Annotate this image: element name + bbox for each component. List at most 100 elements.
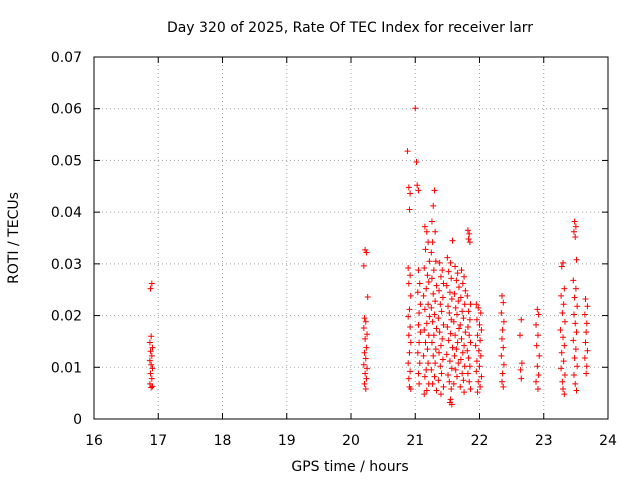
data-point: [423, 228, 430, 235]
data-point: [421, 264, 428, 271]
data-point: [445, 268, 452, 275]
data-point: [431, 311, 438, 318]
data-point: [432, 228, 439, 235]
data-point: [146, 380, 153, 387]
data-point: [432, 346, 439, 353]
data-point: [450, 380, 457, 387]
data-point: [474, 389, 481, 396]
data-point: [517, 366, 524, 373]
data-point: [518, 360, 525, 367]
data-point: [413, 158, 420, 165]
data-point: [433, 325, 440, 332]
data-point: [414, 349, 421, 356]
data-point: [453, 346, 460, 353]
data-point: [425, 332, 432, 339]
data-point: [467, 386, 474, 393]
data-point: [473, 368, 480, 375]
data-point: [429, 318, 436, 325]
data-point: [407, 339, 414, 346]
data-point: [584, 347, 591, 354]
data-point: [583, 329, 590, 336]
data-point: [424, 346, 431, 353]
data-point: [452, 304, 459, 311]
data-point: [407, 368, 414, 375]
data-point: [455, 284, 462, 291]
data-point: [500, 383, 507, 390]
data-point: [436, 259, 443, 266]
y-axis-ticks: 0 0.01 0.02 0.03 0.04 0.05 0.06 0.07: [51, 50, 608, 428]
y-tick-label: 0.01: [51, 360, 82, 376]
data-point: [452, 263, 459, 270]
data-point: [446, 399, 453, 406]
data-point: [364, 293, 371, 300]
data-point: [558, 292, 565, 299]
data-point: [363, 249, 370, 256]
data-point: [407, 386, 414, 393]
data-point: [467, 301, 474, 308]
data-point: [534, 386, 541, 393]
data-point: [440, 280, 447, 287]
data-point: [430, 352, 437, 359]
data-point: [571, 354, 578, 361]
data-point: [405, 332, 412, 339]
data-point: [452, 366, 459, 373]
data-point: [363, 344, 370, 351]
data-point: [478, 373, 485, 380]
data-point: [459, 280, 466, 287]
data-point: [444, 323, 451, 330]
x-tick-label: 19: [278, 433, 296, 449]
data-point: [534, 332, 541, 339]
data-point: [461, 363, 468, 370]
data-point: [416, 360, 423, 367]
data-point: [436, 329, 443, 336]
data-point: [423, 366, 430, 373]
y-tick-label: 0.04: [51, 205, 82, 221]
data-point: [416, 380, 423, 387]
grid-lines: [94, 57, 608, 419]
data-point: [421, 391, 428, 398]
data-point: [406, 349, 413, 356]
data-point: [445, 303, 452, 310]
data-point: [432, 298, 439, 305]
data-point: [431, 187, 438, 194]
data-point: [475, 347, 482, 354]
data-point: [461, 301, 468, 308]
data-point: [581, 311, 588, 318]
data-point: [475, 304, 482, 311]
data-point: [533, 342, 540, 349]
x-tick-label: 23: [535, 433, 553, 449]
data-point: [461, 342, 468, 349]
data-point: [583, 370, 590, 377]
data-point: [534, 363, 541, 370]
y-tick-label: 0.05: [51, 153, 82, 169]
data-point: [148, 352, 155, 359]
x-tick-label: 20: [342, 433, 360, 449]
data-point: [498, 292, 505, 299]
data-point: [498, 309, 505, 316]
data-point: [362, 246, 369, 253]
data-point: [560, 334, 567, 341]
data-point: [436, 287, 443, 294]
data-point: [421, 223, 428, 230]
data-point: [500, 318, 507, 325]
data-point: [570, 337, 577, 344]
data-point: [574, 303, 581, 310]
data-point: [572, 223, 579, 230]
data-point: [466, 363, 473, 370]
data-point: [451, 352, 458, 359]
x-axis-label: GPS time / hours: [291, 459, 408, 475]
data-point: [363, 375, 370, 382]
data-point: [417, 329, 424, 336]
data-point: [364, 331, 371, 338]
data-point: [572, 233, 579, 240]
data-point: [416, 280, 423, 287]
data-point: [421, 373, 428, 380]
data-point: [449, 344, 456, 351]
data-point: [573, 256, 580, 263]
data-point: [429, 380, 436, 387]
data-point: [421, 306, 428, 313]
data-point: [536, 352, 543, 359]
data-point: [423, 387, 430, 394]
data-point: [405, 313, 412, 320]
